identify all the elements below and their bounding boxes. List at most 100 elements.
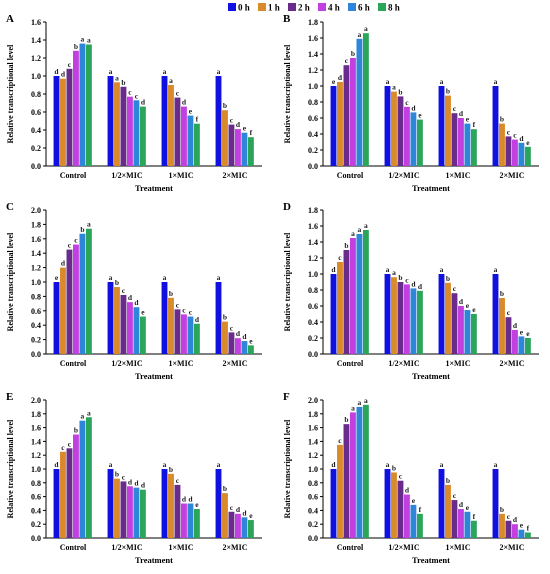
x-tick-label: Control [60, 359, 87, 368]
significance-letter: d [128, 293, 133, 302]
y-tick-label: 1.6 [31, 424, 41, 433]
significance-letter: d [141, 98, 146, 107]
x-tick-label: 1×MIC [446, 543, 471, 552]
significance-letter: c [176, 300, 180, 309]
bar [181, 106, 187, 166]
significance-letter: c [61, 443, 65, 452]
significance-letter: c [230, 503, 234, 512]
y-tick-label: 1.0 [308, 270, 318, 279]
y-tick-label: 0.6 [308, 114, 318, 123]
significance-letter: a [386, 460, 390, 469]
significance-letter: e [55, 273, 59, 282]
bar [464, 310, 471, 354]
bar [85, 417, 92, 538]
bar [330, 274, 337, 354]
y-tick-label: 1.0 [31, 278, 41, 287]
significance-letter: d [236, 329, 241, 338]
bar [518, 529, 525, 538]
y-tick-label: 1.8 [308, 206, 318, 215]
significance-letter: a [163, 67, 167, 76]
bar [492, 469, 499, 538]
bar [458, 509, 464, 538]
bar [499, 298, 505, 354]
bar [492, 274, 499, 354]
significance-letter: a [494, 265, 498, 274]
significance-letter: a [440, 77, 444, 86]
bar [114, 82, 120, 166]
y-tick-label: 0.2 [308, 520, 318, 529]
significance-letter: d [331, 460, 336, 469]
significance-letter: b [446, 476, 450, 485]
y-tick-label: 1.0 [31, 72, 41, 81]
bar [391, 277, 397, 354]
x-axis-title: Treatment [412, 371, 450, 381]
bar [384, 469, 391, 538]
significance-letter: f [473, 120, 476, 129]
y-tick-label: 0.2 [31, 336, 41, 345]
significance-letter: d [418, 282, 423, 291]
bar [470, 129, 477, 166]
significance-letter: e [243, 124, 247, 133]
bar [53, 282, 60, 354]
bar [79, 420, 86, 538]
legend-swatch [348, 3, 356, 11]
significance-letter: b [500, 505, 504, 514]
significance-letter: c [513, 131, 517, 140]
bar [410, 288, 417, 354]
significance-letter: a [364, 221, 368, 230]
significance-letter: c [176, 89, 180, 98]
bar [337, 82, 343, 166]
significance-letter: a [392, 83, 396, 92]
y-tick-label: 1.6 [308, 424, 318, 433]
bar [384, 86, 391, 166]
significance-letter: e [466, 115, 470, 124]
y-tick-label: 0.6 [308, 302, 318, 311]
bar [187, 503, 194, 538]
bar [397, 282, 404, 354]
significance-letter: c [182, 305, 186, 314]
y-tick-label: 0.2 [31, 520, 41, 529]
bar [193, 509, 200, 538]
significance-letter: a [494, 460, 498, 469]
significance-letter: d [331, 265, 336, 274]
significance-letter: c [122, 472, 126, 481]
bar [492, 86, 499, 166]
legend-swatch [228, 3, 236, 11]
bar [161, 76, 168, 166]
bar [350, 58, 356, 166]
bar [66, 68, 73, 166]
significance-letter: b [446, 274, 450, 283]
y-tick-label: 1.8 [308, 410, 318, 419]
bar [391, 472, 397, 538]
significance-letter: d [61, 70, 66, 79]
significance-letter: a [217, 67, 221, 76]
significance-letter: a [351, 229, 355, 238]
bar [524, 146, 531, 166]
significance-letter: a [81, 35, 85, 44]
significance-letter: b [500, 289, 504, 298]
bar [499, 123, 505, 166]
significance-letter: d [338, 73, 343, 82]
y-axis-title: Relative transcriptional level [6, 232, 15, 331]
legend-label: 2 h [298, 3, 310, 13]
y-tick-label: 2.0 [308, 396, 318, 405]
bar [193, 123, 200, 166]
significance-letter: b [169, 289, 173, 298]
significance-letter: d [236, 505, 241, 514]
bar [410, 504, 417, 538]
significance-letter: e [466, 503, 470, 512]
y-tick-label: 0.6 [308, 493, 318, 502]
y-axis-title: Relative transcriptional level [283, 232, 292, 331]
bar [397, 96, 404, 166]
bar [241, 341, 248, 354]
significance-letter: a [81, 412, 85, 421]
bar [330, 469, 337, 538]
bar [139, 106, 146, 166]
panel-letter: C [6, 201, 14, 213]
significance-letter: c [453, 491, 457, 500]
bar [499, 513, 505, 538]
significance-letter: a [392, 268, 396, 277]
significance-letter: d [54, 67, 59, 76]
y-tick-label: 0.8 [308, 98, 318, 107]
significance-letter: a [494, 77, 498, 86]
